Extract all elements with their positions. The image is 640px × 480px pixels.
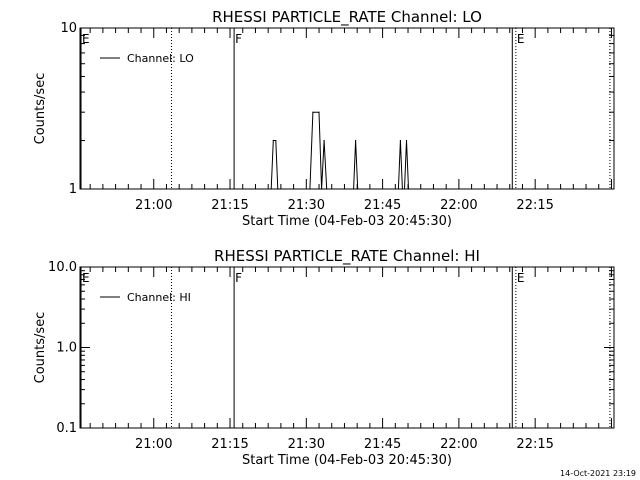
footer-timestamp: 14-Oct-2021 23:19 <box>560 469 636 478</box>
y-tick-label: 0.1 <box>56 421 77 436</box>
series-point <box>312 111 314 113</box>
series-point <box>353 188 355 190</box>
x-tick-label: 22:00 <box>440 437 477 452</box>
x-tick-label: 22:15 <box>516 198 553 213</box>
legend-label: Channel: LO <box>127 52 194 65</box>
event-marker-label: E <box>517 32 525 46</box>
x-tick-label: 22:15 <box>516 437 553 452</box>
series-point <box>357 188 359 190</box>
series-point <box>355 139 357 142</box>
chart-title: RHESSI PARTICLE_RATE Channel: HI <box>214 247 480 266</box>
chart-panel-hi: RHESSI PARTICLE_RATE Channel: HI Start Ti… <box>33 247 615 468</box>
x-tick-label: 21:15 <box>211 437 248 452</box>
series-point <box>397 188 399 190</box>
event-marker-label: E <box>517 271 525 285</box>
x-tick-label: 21:00 <box>135 437 172 452</box>
series-point <box>275 139 277 142</box>
legend-label: Channel: HI <box>127 291 191 304</box>
series-point <box>318 111 320 113</box>
x-tick-label: 21:45 <box>364 198 401 213</box>
event-marker-label: E <box>82 271 90 285</box>
series-point <box>309 188 311 190</box>
event-marker-label: F <box>235 32 242 46</box>
series-point <box>401 188 404 190</box>
chart-title: RHESSI PARTICLE_RATE Channel: LO <box>212 8 482 27</box>
y-tick-label: 10 <box>60 21 77 36</box>
y-tick-label: 1.0 <box>56 341 77 356</box>
series-point <box>399 139 401 142</box>
y-tick-label: 10.0 <box>48 260 77 275</box>
x-axis-label: Start Time (04-Feb-03 20:45:30) <box>242 453 452 468</box>
series-point <box>326 188 328 190</box>
series-point <box>407 188 410 190</box>
x-tick-label: 21:45 <box>364 437 401 452</box>
y-axis-label: Counts/sec <box>33 312 48 384</box>
x-tick-label: 21:30 <box>288 437 325 452</box>
event-marker-label: F <box>235 271 242 285</box>
series-point <box>403 188 406 190</box>
series-point <box>277 188 279 190</box>
y-axis-label: Counts/sec <box>33 73 48 145</box>
series-point <box>272 139 274 142</box>
series-point <box>320 188 323 190</box>
series-line-0 <box>270 111 409 190</box>
x-tick-label: 21:30 <box>288 198 325 213</box>
chart-panel-lo: RHESSI PARTICLE_RATE Channel: LO Start Ti… <box>33 8 615 229</box>
x-tick-label: 21:15 <box>211 198 248 213</box>
series-point <box>270 188 272 190</box>
x-axis-label: Start Time (04-Feb-03 20:45:30) <box>242 214 452 229</box>
series-point <box>405 139 408 142</box>
y-tick-label: 1 <box>69 182 77 197</box>
event-marker-label: E <box>82 32 90 46</box>
x-tick-label: 21:00 <box>135 198 172 213</box>
series-point <box>323 139 325 142</box>
x-tick-label: 22:00 <box>440 198 477 213</box>
